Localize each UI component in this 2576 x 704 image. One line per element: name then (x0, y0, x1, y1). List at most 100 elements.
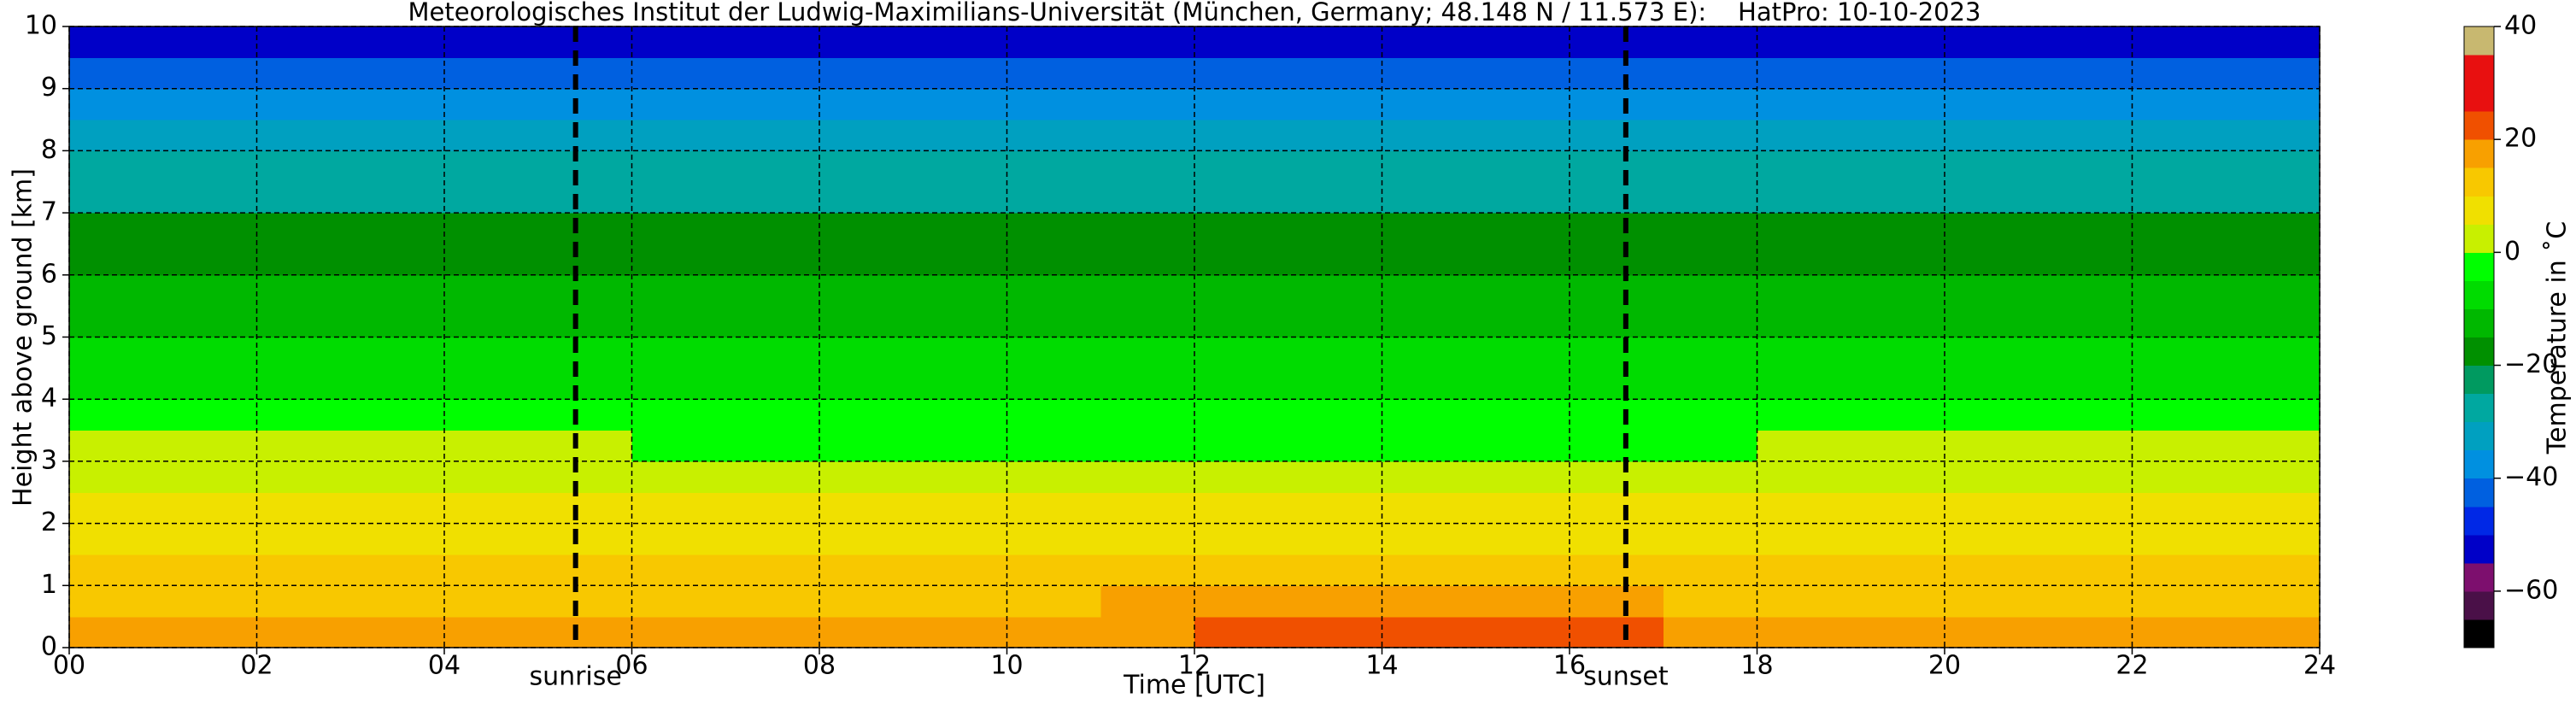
heatmap-cell (1570, 120, 1664, 151)
y-tick-label: 6 (41, 259, 57, 289)
heatmap-cell (1570, 461, 1664, 493)
heatmap-cell (444, 585, 539, 618)
heatmap-cell (912, 430, 1008, 462)
heatmap-cell (1851, 243, 1945, 276)
heatmap-cell (819, 430, 914, 462)
heatmap-cell (1194, 492, 1289, 525)
heatmap-cell (1570, 554, 1664, 586)
heatmap-cell (1757, 492, 1851, 525)
heatmap-cell (1382, 88, 1476, 120)
heatmap-cell (1757, 26, 1851, 58)
heatmap-cell (162, 337, 258, 369)
heatmap-cell (2038, 26, 2133, 58)
heatmap-cell (912, 585, 1008, 618)
heatmap-cell (1663, 120, 1758, 151)
heatmap-cell (1945, 150, 2039, 183)
heatmap-cell (1100, 57, 1195, 90)
heatmap-cell (2038, 150, 2133, 183)
heatmap-cell (444, 616, 539, 648)
heatmap-cell (1663, 26, 1758, 58)
heatmap-cell (1006, 616, 1101, 648)
heatmap-cell (1476, 88, 1570, 120)
heatmap-cell (2132, 585, 2227, 618)
heatmap-cell (631, 430, 726, 462)
colorbar-tick-label: 20 (2504, 124, 2537, 154)
heatmap-cell (162, 554, 258, 586)
y-tick-label: 5 (41, 321, 57, 351)
heatmap-cell (819, 399, 914, 431)
heatmap-cell (1851, 492, 1945, 525)
heatmap-cell (1851, 181, 1945, 214)
heatmap-cell (2132, 26, 2227, 58)
heatmap-cell (1100, 26, 1195, 58)
heatmap-cell (1006, 367, 1101, 400)
heatmap-cell (1194, 26, 1289, 58)
heatmap-cell (819, 213, 914, 245)
heatmap-cell (444, 274, 539, 307)
heatmap-cell (1100, 120, 1195, 151)
heatmap-cell (2132, 306, 2227, 338)
x-tick-label: 04 (428, 651, 461, 681)
heatmap-cell (1288, 274, 1383, 307)
heatmap-cell (725, 367, 820, 400)
heatmap-cell (162, 585, 258, 618)
heatmap-cell (350, 243, 445, 276)
heatmap-cell (2226, 120, 2321, 151)
heatmap-cell (1476, 399, 1570, 431)
colorbar-label: Temperature in ˚C (2543, 221, 2573, 455)
heatmap-cell (1476, 274, 1570, 307)
colorbar-segment (2464, 83, 2494, 112)
heatmap-cell (912, 243, 1008, 276)
heatmap-cell (1851, 213, 1945, 245)
heatmap-cell (444, 367, 539, 400)
heatmap-cell (2132, 213, 2227, 245)
heatmap-cell (912, 492, 1008, 525)
heatmap-cell (1945, 585, 2039, 618)
heatmap-cell (1945, 274, 2039, 307)
heatmap-cell (1570, 88, 1664, 120)
heatmap-cell (1382, 181, 1476, 214)
heatmap-cell (1476, 213, 1570, 245)
heatmap-cell (1476, 616, 1570, 648)
y-tick-label: 9 (41, 73, 57, 103)
colorbar-segment (2464, 111, 2494, 140)
heatmap-cell (2226, 306, 2321, 338)
heatmap-cell (1382, 430, 1476, 462)
heatmap-cell (1945, 616, 2039, 648)
heatmap-cell (2226, 554, 2321, 586)
heatmap-cell (162, 57, 258, 90)
heatmap-cell (912, 88, 1008, 120)
heatmap-cell (631, 213, 726, 245)
colorbar-tick-label: −60 (2504, 575, 2558, 605)
x-tick-label: 10 (990, 651, 1023, 681)
heatmap-cell (256, 274, 351, 307)
heatmap-cell (1570, 492, 1664, 525)
heatmap-cell (1006, 523, 1101, 555)
heatmap-cell (1476, 554, 1570, 586)
heatmap-cell (1382, 585, 1476, 618)
heatmap-cell (819, 616, 914, 648)
heatmap-cell (631, 150, 726, 183)
heatmap-cell (1288, 337, 1383, 369)
heatmap-cell (1006, 492, 1101, 525)
heatmap-cell (444, 120, 539, 151)
heatmap-cell (444, 181, 539, 214)
heatmap-cell (1476, 492, 1570, 525)
heatmap-cell (1945, 399, 2039, 431)
heatmap-cell (1382, 523, 1476, 555)
colorbar-segment (2464, 365, 2494, 395)
heatmap-cell (1288, 243, 1383, 276)
x-tick-label: 00 (53, 651, 85, 681)
heatmap-cell (1194, 585, 1289, 618)
heatmap-cell (162, 367, 258, 400)
heatmap-cell (725, 616, 820, 648)
heatmap-cell (537, 274, 633, 307)
heatmap-cell (631, 616, 726, 648)
heatmap-cell (1757, 274, 1851, 307)
heatmap-cell (1288, 554, 1383, 586)
colorbar-segment (2464, 167, 2494, 197)
heatmap-cell (912, 337, 1008, 369)
heatmap-cell (1288, 461, 1383, 493)
colorbar-segment (2464, 280, 2494, 309)
heatmap-cell (1006, 243, 1101, 276)
